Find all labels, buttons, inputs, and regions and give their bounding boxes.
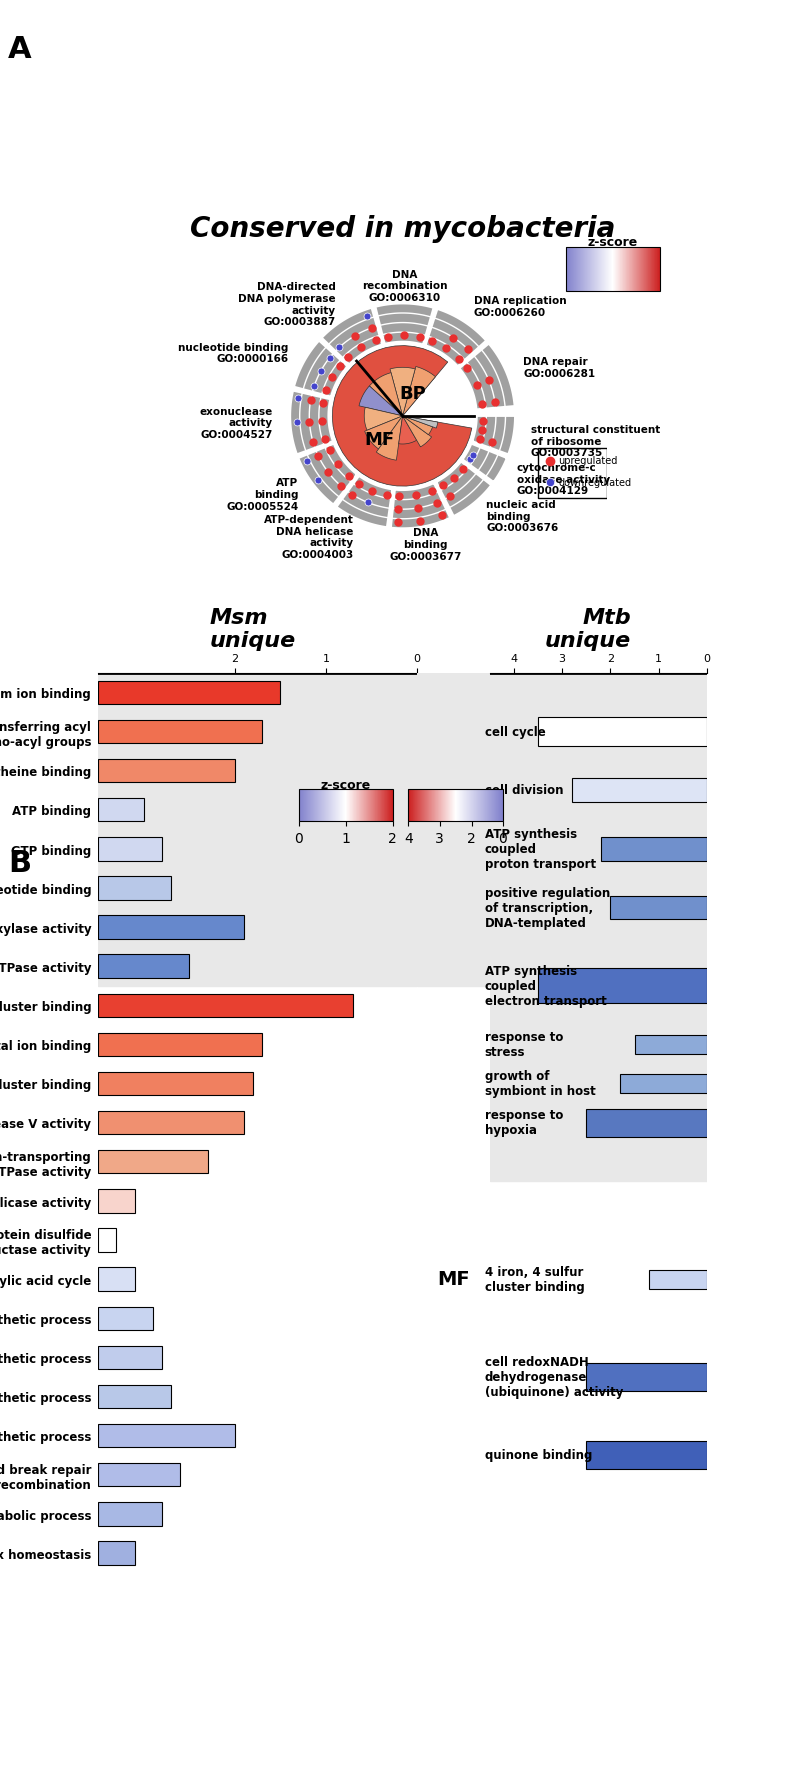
- Polygon shape: [364, 417, 402, 449]
- Bar: [98, 1308, 153, 1331]
- Text: BP: BP: [439, 800, 467, 820]
- Text: cell division: cell division: [484, 785, 563, 797]
- Bar: [98, 1034, 262, 1057]
- Bar: [98, 1541, 134, 1566]
- Polygon shape: [369, 373, 402, 417]
- Polygon shape: [294, 341, 347, 398]
- X-axis label: z-score: z-score: [587, 237, 637, 249]
- Text: response to
hypoxia: response to hypoxia: [484, 1110, 563, 1136]
- Bar: [610, 896, 706, 919]
- Bar: [586, 1362, 706, 1391]
- Text: DNA
recombination
GO:0006310: DNA recombination GO:0006310: [362, 270, 447, 302]
- Text: DNA replication
GO:0006260: DNA replication GO:0006260: [473, 297, 566, 318]
- Bar: [417, 673, 489, 986]
- Polygon shape: [298, 444, 356, 505]
- Text: Mtb
unique: Mtb unique: [544, 608, 630, 650]
- Bar: [98, 1111, 244, 1134]
- Text: exonuclease
activity
GO:0004527: exonuclease activity GO:0004527: [199, 406, 272, 440]
- Bar: [648, 1270, 706, 1288]
- Polygon shape: [462, 444, 506, 482]
- Bar: [98, 993, 353, 1018]
- X-axis label: z-score: z-score: [320, 779, 371, 792]
- Bar: [98, 1502, 162, 1525]
- Polygon shape: [332, 346, 472, 486]
- Bar: [98, 954, 189, 979]
- Text: MF: MF: [436, 1270, 469, 1288]
- Bar: [98, 876, 171, 899]
- Text: positive regulation
of transcription,
DNA-templated: positive regulation of transcription, DN…: [484, 887, 610, 929]
- Text: ATP synthesis
coupled
proton transport: ATP synthesis coupled proton transport: [484, 827, 596, 871]
- Bar: [538, 717, 706, 746]
- Bar: [98, 760, 235, 783]
- Text: DNA-directed
DNA polymerase
activity
GO:0003887: DNA-directed DNA polymerase activity GO:…: [238, 283, 335, 327]
- Text: upregulated: upregulated: [558, 456, 618, 466]
- Text: nucleic acid
binding
GO:0003676: nucleic acid binding GO:0003676: [486, 500, 558, 534]
- Polygon shape: [436, 463, 491, 516]
- Text: cell redoxNADH
dehydrogenase
(ubiquinone) activity: cell redoxNADH dehydrogenase (ubiquinone…: [484, 1355, 623, 1399]
- Bar: [98, 1385, 171, 1408]
- FancyBboxPatch shape: [538, 449, 607, 498]
- Bar: [98, 1073, 253, 1096]
- Text: downregulated: downregulated: [558, 477, 631, 488]
- Bar: [98, 799, 144, 822]
- Text: nucleotide binding
GO:0000166: nucleotide binding GO:0000166: [178, 343, 288, 364]
- Bar: [538, 968, 706, 1004]
- Bar: [98, 1228, 116, 1253]
- Polygon shape: [389, 368, 415, 417]
- Polygon shape: [391, 484, 450, 528]
- Polygon shape: [402, 368, 435, 417]
- Polygon shape: [375, 304, 433, 345]
- Bar: [586, 1110, 706, 1136]
- Polygon shape: [402, 417, 433, 435]
- Bar: [98, 915, 244, 938]
- Text: cytochrome-c
oxidase activity
GO:0004129: cytochrome-c oxidase activity GO:0004129: [517, 463, 609, 497]
- Polygon shape: [425, 309, 486, 368]
- Polygon shape: [359, 387, 402, 417]
- Text: DNA repair
GO:0006281: DNA repair GO:0006281: [523, 357, 595, 378]
- Polygon shape: [364, 408, 402, 431]
- Text: MF: MF: [364, 431, 394, 449]
- Polygon shape: [399, 417, 416, 445]
- Text: DNA
binding
GO:0003677: DNA binding GO:0003677: [389, 528, 461, 562]
- Bar: [98, 680, 280, 705]
- Bar: [98, 1150, 207, 1173]
- Polygon shape: [376, 417, 402, 461]
- Polygon shape: [402, 417, 431, 447]
- Bar: [98, 838, 162, 861]
- Text: ATP-dependent
DNA helicase
activity
GO:0004003: ATP-dependent DNA helicase activity GO:0…: [264, 514, 353, 560]
- Text: 4 iron, 4 sulfur
cluster binding: 4 iron, 4 sulfur cluster binding: [484, 1265, 584, 1293]
- Bar: [98, 673, 417, 986]
- Text: ATP
binding
GO:0005524: ATP binding GO:0005524: [226, 479, 298, 511]
- Polygon shape: [402, 417, 437, 429]
- Text: ATP synthesis
coupled
electron transport: ATP synthesis coupled electron transport: [484, 965, 606, 1007]
- Text: B: B: [8, 848, 31, 876]
- Polygon shape: [472, 417, 515, 454]
- Text: response to
stress: response to stress: [484, 1030, 563, 1058]
- Bar: [98, 721, 262, 744]
- Polygon shape: [336, 477, 392, 528]
- Bar: [98, 1189, 134, 1212]
- Text: Msm
unique: Msm unique: [210, 608, 296, 650]
- Text: A: A: [8, 35, 31, 64]
- Text: Conserved in mycobacteria: Conserved in mycobacteria: [190, 214, 615, 242]
- Bar: [571, 779, 706, 802]
- Bar: [98, 1346, 162, 1369]
- Polygon shape: [290, 391, 333, 454]
- Bar: [98, 1267, 134, 1292]
- Text: structural constituent
of ribosome
GO:0003735: structural constituent of ribosome GO:00…: [530, 424, 659, 458]
- Bar: [634, 1035, 706, 1055]
- Bar: [619, 1074, 706, 1094]
- Bar: [586, 1442, 706, 1470]
- Bar: [601, 838, 706, 861]
- Bar: [489, 673, 706, 1182]
- Polygon shape: [459, 345, 514, 410]
- Bar: [98, 1424, 235, 1447]
- Text: quinone binding: quinone binding: [484, 1449, 592, 1461]
- Text: cell cycle: cell cycle: [484, 726, 545, 739]
- Text: BP: BP: [399, 385, 426, 403]
- Text: growth of
symbiont in host: growth of symbiont in host: [484, 1069, 595, 1097]
- Bar: [98, 1463, 180, 1486]
- Polygon shape: [322, 309, 382, 366]
